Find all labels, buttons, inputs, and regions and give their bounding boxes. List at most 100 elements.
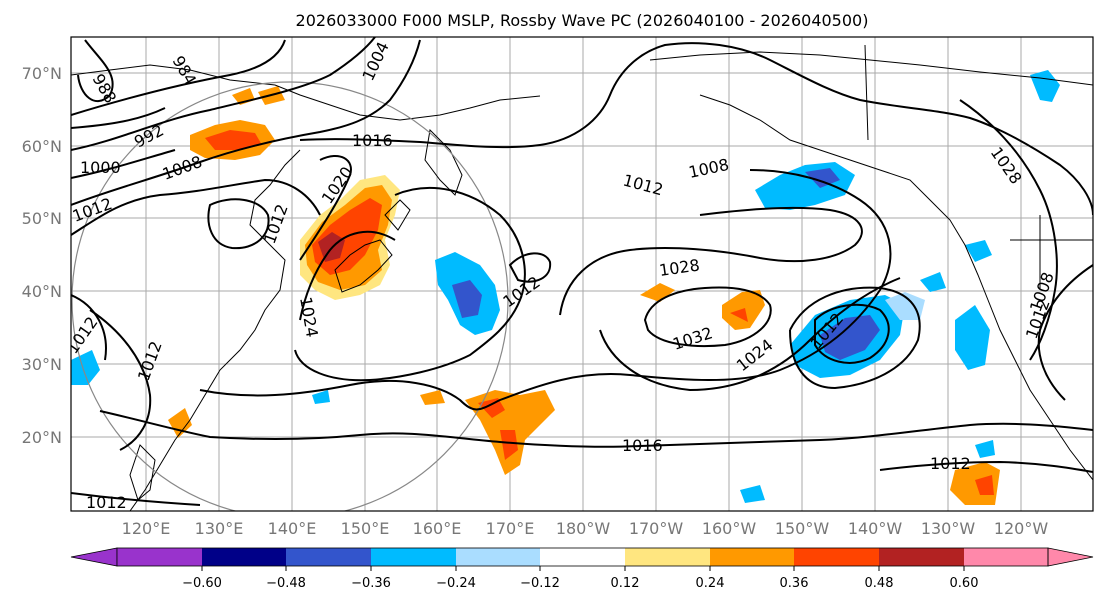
anomaly-canada-neg bbox=[965, 240, 992, 262]
asia-coast bbox=[71, 64, 541, 511]
map-background bbox=[71, 37, 1093, 511]
kamchatka bbox=[424, 128, 463, 196]
contour-1032 bbox=[643, 286, 772, 348]
colorbar-ticks bbox=[201, 566, 965, 571]
lat-label-70n: 70°N bbox=[22, 64, 62, 83]
figure-title: 2026033000 F000 MSLP, Rossby Wave PC (20… bbox=[296, 11, 869, 30]
anomaly-ne-pac-neg-weak bbox=[885, 292, 925, 320]
anomaly-east-pac-1 bbox=[640, 283, 675, 302]
lon-label-170e: 170°E bbox=[486, 519, 535, 538]
mslp-contours bbox=[71, 37, 1093, 506]
anomaly-east-pac-2-strong bbox=[730, 308, 748, 322]
lat-label-60n: 60°N bbox=[22, 137, 62, 156]
anomaly-west-pac-neg-strong bbox=[452, 280, 482, 318]
colorbar-tick-label-6: 0.24 bbox=[696, 576, 725, 591]
lon-label-120w: 120°W bbox=[994, 519, 1049, 538]
contour-1016-north bbox=[299, 42, 1093, 216]
alaska-north bbox=[649, 51, 1093, 86]
contour-label-1000: 1000 bbox=[80, 158, 121, 177]
colorbar-bin-9 bbox=[879, 548, 964, 566]
colorbar-tick-label-8: 0.48 bbox=[865, 576, 894, 591]
reference-circle bbox=[71, 81, 509, 511]
lat-label-50n: 50°N bbox=[22, 209, 62, 228]
latitude-labels: 70°N 60°N 50°N 40°N 30°N 20°N bbox=[22, 64, 62, 447]
colorbar-tick-label-9: 0.60 bbox=[950, 576, 979, 591]
lon-label-160w: 160°W bbox=[702, 519, 757, 538]
anomaly-ne-pac-neg-strong bbox=[820, 315, 880, 360]
contour-1012-small-high bbox=[508, 252, 552, 283]
canada-border bbox=[864, 44, 1093, 290]
anomaly-south-neg-2 bbox=[975, 440, 995, 458]
lon-label-140w: 140°W bbox=[848, 519, 903, 538]
contour-1008 bbox=[71, 39, 421, 206]
contour-1012-ne-low bbox=[814, 303, 890, 364]
contour-1016-south bbox=[99, 410, 1093, 448]
lon-label-150e: 150°E bbox=[341, 519, 390, 538]
contour-cutoff-low bbox=[207, 198, 270, 250]
colorbar-bin-10 bbox=[964, 548, 1048, 566]
colorbar-tick-label-4: −0.12 bbox=[520, 576, 560, 591]
colorbar: −0.60 −0.48 −0.36 −0.24 −0.12 0.12 0.24 … bbox=[70, 547, 1094, 591]
contour-label-1016: 1016 bbox=[352, 131, 393, 150]
contour-1008-west-south bbox=[89, 309, 152, 451]
lon-label-120e: 120°E bbox=[122, 519, 171, 538]
contour-1020 bbox=[299, 155, 352, 261]
contour-1012-far-east bbox=[1037, 264, 1093, 401]
anomaly-okhotsk-strong bbox=[205, 130, 262, 150]
map-frame bbox=[70, 36, 1094, 512]
lon-label-130w: 130°W bbox=[921, 519, 976, 538]
contour-1028 bbox=[559, 206, 863, 316]
colorbar-min-extend bbox=[70, 547, 118, 567]
lon-label-160e: 160°E bbox=[413, 519, 462, 538]
lon-label-180w: 180°W bbox=[556, 519, 611, 538]
colorbar-bin-5 bbox=[540, 548, 625, 566]
anomaly-west-small-1 bbox=[168, 408, 192, 438]
contour-low-2 bbox=[71, 39, 286, 116]
contour-1012-west bbox=[71, 178, 321, 236]
contour-1000 bbox=[71, 149, 176, 179]
contour-1012-mid bbox=[294, 187, 526, 382]
anomaly-south-neg-1 bbox=[740, 485, 765, 503]
contour-label-1016-b: 1016 bbox=[622, 436, 663, 455]
colorbar-bin-8 bbox=[794, 548, 879, 566]
anomaly-central-pac-strong2 bbox=[500, 430, 518, 460]
japan-islands bbox=[334, 199, 411, 293]
colorbar-frame bbox=[116, 547, 1049, 567]
contour-label-1012-g: 1012 bbox=[930, 454, 971, 473]
map-panel: 988 984 992 1000 1008 1016 1004 1012 102… bbox=[70, 36, 1094, 512]
anomaly-south-neg-3 bbox=[312, 390, 330, 404]
colorbar-bin-4 bbox=[456, 548, 540, 566]
longitude-labels: 120°E 130°E 140°E 150°E 160°E 170°E 180°… bbox=[122, 519, 1049, 538]
colorbar-max-extend bbox=[1047, 547, 1094, 567]
contour-1028-coast bbox=[959, 99, 1058, 361]
colorbar-bin-0 bbox=[117, 548, 202, 566]
anomaly-gulf-alaska-neg-strong bbox=[805, 168, 840, 188]
anomaly-coast-neg-1 bbox=[955, 305, 990, 370]
coastlines bbox=[71, 44, 1093, 511]
colorbar-tick-label-3: −0.24 bbox=[436, 576, 476, 591]
colorbar-tick-label-5: 0.12 bbox=[611, 576, 640, 591]
lon-label-140e: 140°E bbox=[268, 519, 317, 538]
colorbar-bin-7 bbox=[710, 548, 794, 566]
anomaly-coast-neg-2 bbox=[920, 272, 946, 292]
colorbar-tick-label-0: −0.60 bbox=[182, 576, 222, 591]
contour-label-1012-j: 1012 bbox=[86, 493, 127, 512]
colorbar-bin-6 bbox=[625, 548, 710, 566]
north-america-coast bbox=[699, 94, 1093, 481]
colorbar-bin-2 bbox=[286, 548, 371, 566]
contour-992 bbox=[71, 107, 166, 129]
philippines bbox=[129, 444, 156, 501]
contour-1012-ne-outer bbox=[789, 286, 921, 390]
contour-1012-se bbox=[71, 460, 1093, 506]
contour-low-1 bbox=[77, 39, 114, 103]
colorbar-tick-label-1: −0.48 bbox=[266, 576, 306, 591]
lon-label-150w: 150°W bbox=[775, 519, 830, 538]
anomaly-se-corner-strong bbox=[975, 475, 994, 495]
contour-high-1016 bbox=[199, 169, 892, 411]
colorbar-bin-1 bbox=[202, 548, 286, 566]
positive-anomaly-shading bbox=[168, 86, 1000, 505]
colorbar-bin-3 bbox=[371, 548, 456, 566]
lat-label-20n: 20°N bbox=[22, 428, 62, 447]
anomaly-west-edge-neg bbox=[71, 350, 100, 385]
